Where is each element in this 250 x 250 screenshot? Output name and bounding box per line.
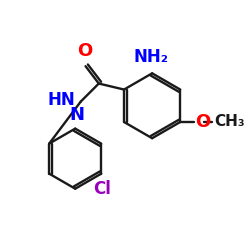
- Text: N: N: [69, 106, 84, 124]
- Text: CH₃: CH₃: [214, 114, 244, 130]
- Text: Cl: Cl: [94, 180, 111, 198]
- Text: NH₂: NH₂: [134, 48, 168, 66]
- Text: O: O: [77, 42, 92, 60]
- Text: HN: HN: [47, 91, 75, 109]
- Text: O: O: [196, 113, 211, 131]
